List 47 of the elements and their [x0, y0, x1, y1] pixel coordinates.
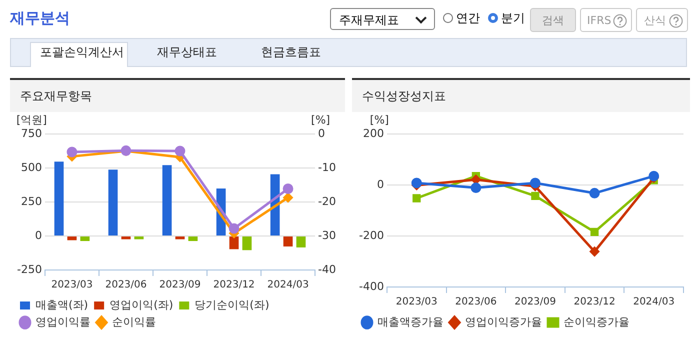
text: 산식 [636, 8, 688, 32]
text: 주재무제표 [330, 8, 435, 30]
legend-label: 순이익률 [112, 315, 156, 328]
y-tick-label: 250 [20, 194, 42, 208]
x-tick-label: 2024/03 [267, 280, 309, 291]
y-tick-label: 750 [20, 126, 42, 140]
y-tick-label: -200 [358, 228, 384, 242]
text: 검색 [530, 8, 576, 32]
text: 재무분석 [10, 9, 70, 28]
legend-label: 영업이익증가율 [465, 315, 542, 328]
x-tick-label: 2023/12 [574, 296, 616, 308]
y2-tick-label: -20 [318, 194, 336, 208]
text: 연간 [456, 10, 480, 27]
y-axis-title: [억원] [16, 113, 47, 126]
chart-title: 수익성장성지표 [352, 80, 690, 112]
x-tick-label: 2023/06 [455, 296, 497, 308]
y2-tick-label: -40 [318, 262, 336, 276]
y2-tick-label: -30 [318, 228, 336, 242]
legend-label: 당기순이익(좌) [194, 298, 270, 312]
x-tick-label: 2023/12 [213, 280, 255, 291]
legend-label: 순이익증가율 [564, 315, 630, 328]
chart-title: 주요재무항목 [10, 80, 345, 112]
legend-label: 매출액(좌) [36, 298, 88, 312]
x-tick-label: 2023/09 [514, 296, 556, 308]
legend-label: 영업이익(좌) [110, 298, 174, 312]
x-tick-label: 2023/09 [159, 280, 201, 291]
y-tick-label: 200 [362, 126, 384, 140]
text: 분기 [501, 10, 525, 27]
y-tick-label: -400 [358, 280, 384, 293]
y-tick-label: 500 [20, 160, 42, 174]
text: 현금흐름표 [261, 44, 321, 61]
text: 포괄손익계산서 [40, 44, 124, 61]
x-tick-label: 2023/03 [396, 296, 438, 308]
x-tick-label: 2024/03 [633, 296, 675, 308]
x-tick-label: 2023/03 [51, 280, 93, 291]
y-axis-title: [%] [370, 113, 389, 126]
y-tick-label: 0 [34, 228, 42, 242]
y2-tick-label: -10 [318, 160, 336, 174]
x-tick-label: 2023/06 [105, 280, 147, 291]
y2-tick-label: 0 [318, 126, 326, 140]
y2-axis-title: [%] [311, 113, 330, 126]
y-tick-label: 0 [376, 178, 384, 191]
y-tick-label: -250 [16, 262, 42, 276]
text: 재무상태표 [157, 44, 217, 61]
text: IFRS [580, 8, 632, 32]
legend-label: 매출액증가율 [378, 315, 444, 328]
legend-label: 영업이익률 [36, 315, 90, 328]
